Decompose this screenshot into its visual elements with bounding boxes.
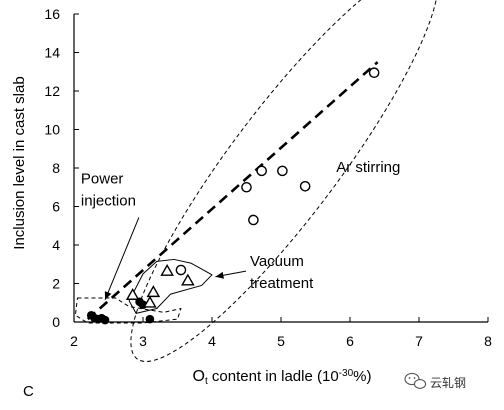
x-tick-label: 5 bbox=[277, 333, 285, 349]
x-tick-label: 8 bbox=[484, 333, 492, 349]
x-axis-title-sup: -30 bbox=[339, 368, 354, 379]
x-axis-title-end: %) bbox=[353, 368, 371, 385]
region-group bbox=[74, 0, 439, 362]
y-tick-label: 2 bbox=[52, 276, 60, 292]
point-open-triangle bbox=[181, 273, 195, 286]
y-tick-label: 14 bbox=[44, 45, 60, 61]
point-open-triangle bbox=[146, 285, 161, 298]
region-ar-stirring bbox=[130, 0, 439, 362]
trend-line bbox=[86, 61, 379, 321]
y-tick-label: 0 bbox=[52, 314, 60, 330]
region-power-injection bbox=[74, 297, 182, 324]
annotation-ar-stirring-text: Ar stirring bbox=[336, 159, 400, 176]
panel-label: C bbox=[23, 383, 34, 400]
annotation-power-injection-text: Power bbox=[81, 170, 124, 187]
y-tick-label: 10 bbox=[44, 122, 60, 138]
point-open-circle bbox=[299, 180, 311, 192]
point-open-triangle bbox=[160, 263, 174, 276]
annotation-vacuum-treatment-text: treatment bbox=[250, 275, 314, 292]
point-open-circle bbox=[277, 165, 288, 177]
point-open-triangle bbox=[125, 288, 140, 300]
wechat-icon bbox=[404, 372, 427, 389]
x-axis-title-rest: content in ladle (10 bbox=[208, 368, 339, 385]
point-filled-circle bbox=[100, 315, 110, 325]
point-open-circle bbox=[248, 214, 259, 226]
trend-line-group bbox=[86, 61, 379, 321]
point-filled-circle bbox=[145, 314, 155, 324]
x-axis-title: Ot content in ladle (10-30%) bbox=[193, 368, 372, 387]
point-open-triangle bbox=[143, 295, 157, 308]
annotation-group: Power injection Vacuum treatment Ar stirring bbox=[81, 159, 400, 301]
annotation-power-injection-text: injection bbox=[81, 192, 136, 209]
annotation-vacuum-treatment-text: Vacuum bbox=[250, 253, 304, 270]
y-tick-label: 16 bbox=[44, 6, 60, 22]
y-tick-label: 8 bbox=[52, 160, 60, 176]
y-tick-label: 4 bbox=[52, 237, 60, 253]
y-tick-label: 6 bbox=[52, 199, 60, 215]
x-axis-title-sub: t bbox=[205, 376, 208, 387]
point-open-circle bbox=[241, 181, 252, 193]
annotation-power-injection-arrowhead bbox=[104, 291, 112, 300]
y-tick-label: 12 bbox=[44, 83, 60, 99]
annotation-power-injection-arrow bbox=[104, 217, 140, 301]
x-tick-label: 7 bbox=[415, 333, 423, 349]
annotation-vacuum-treatment-arrowhead bbox=[215, 271, 224, 279]
x-tick-label: 6 bbox=[346, 333, 354, 349]
point-open-circle bbox=[256, 165, 267, 177]
point-open-circle bbox=[175, 264, 187, 276]
point-open-circle bbox=[368, 67, 380, 79]
x-axis-title-main: O bbox=[193, 368, 205, 385]
region-vacuum-treatment bbox=[128, 258, 213, 314]
y-axis-title: Inclusion level in cast slab bbox=[11, 76, 28, 249]
watermark: 云轧钢 bbox=[404, 372, 466, 390]
x-tick-label: 4 bbox=[208, 333, 216, 349]
watermark-text: 云轧钢 bbox=[430, 376, 466, 390]
points-group bbox=[86, 67, 380, 325]
x-tick-label: 2 bbox=[70, 333, 78, 349]
x-tick-label: 3 bbox=[139, 333, 147, 349]
